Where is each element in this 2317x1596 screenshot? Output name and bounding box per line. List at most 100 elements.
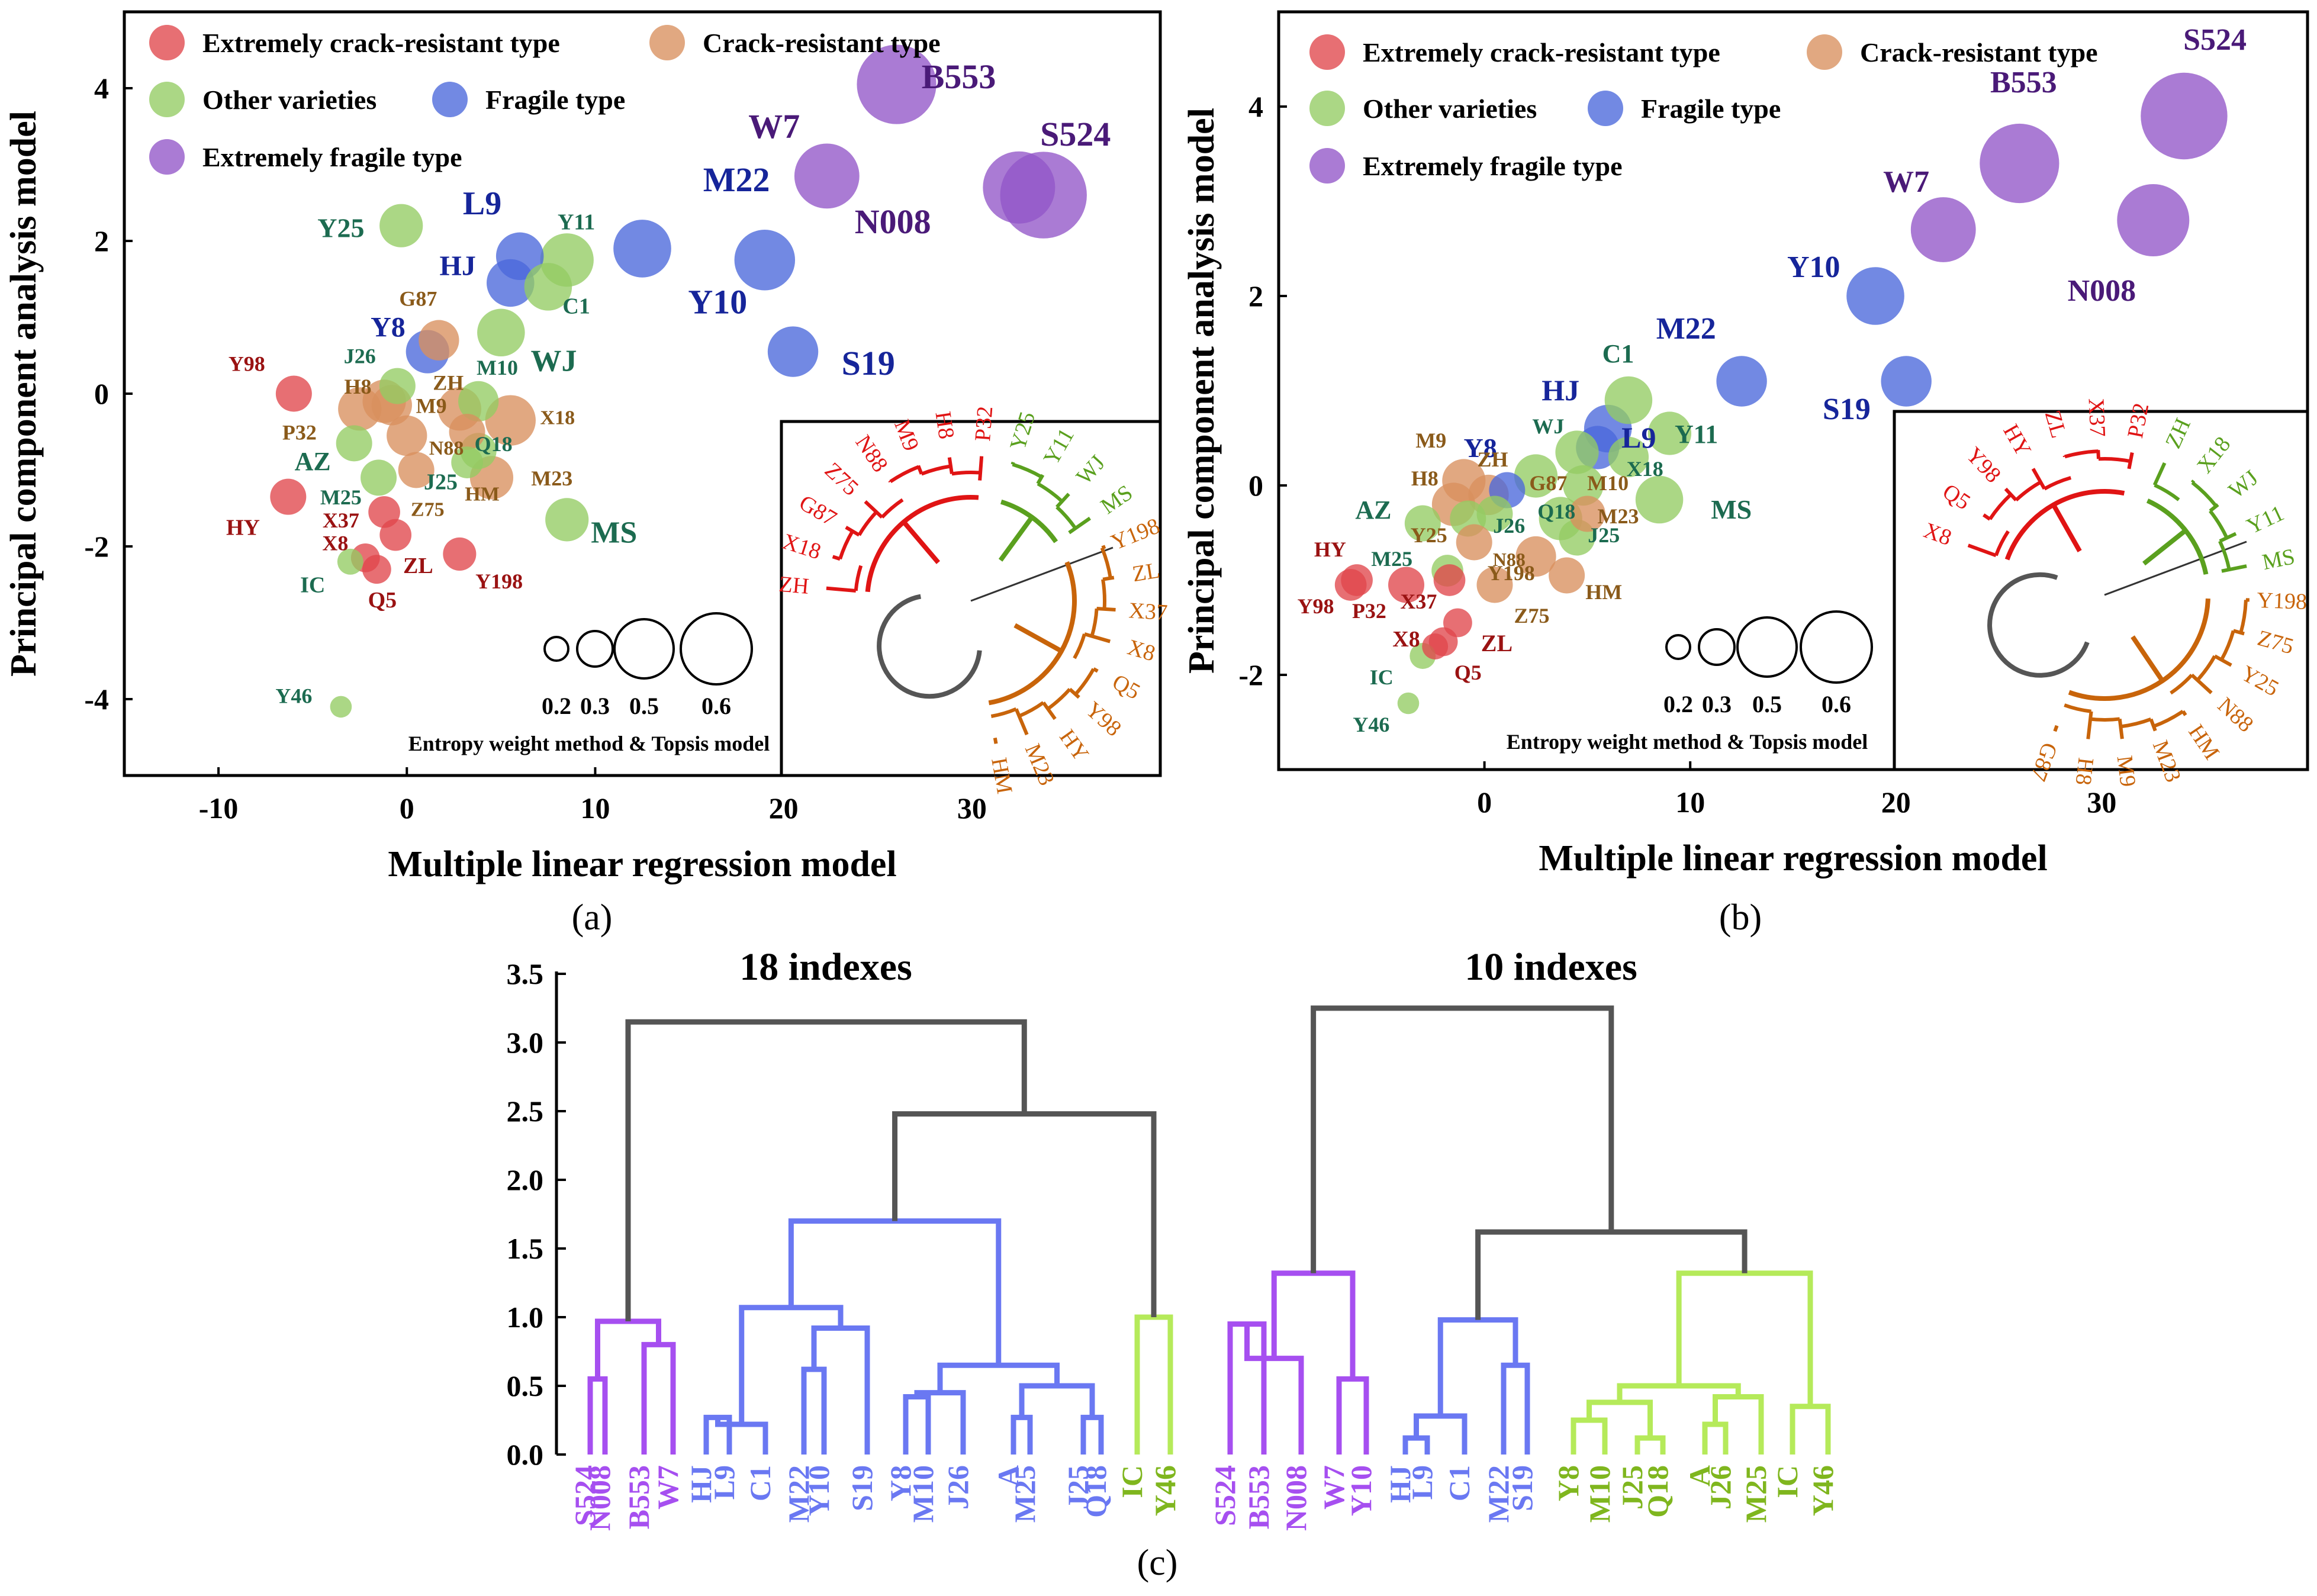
dendrogram-link (587, 1376, 608, 1455)
legend-marker-blue (432, 82, 468, 117)
legend-marker-blue (1588, 91, 1623, 126)
tree-branch (2149, 718, 2157, 732)
x-tick-label: 10 (1675, 786, 1705, 819)
point-label: Z75 (411, 498, 445, 520)
point-label: M25 (1371, 547, 1412, 571)
dendrogram-leaf-b553: B553 (1242, 1465, 1275, 1529)
point-label: M22 (703, 160, 770, 199)
bubble-j25 (451, 446, 483, 478)
point-label: M23 (1598, 504, 1639, 528)
point-label: Y198 (1488, 561, 1535, 585)
point-label: X8 (1392, 627, 1420, 652)
point-label: MS (1711, 494, 1752, 525)
tree-branch (826, 586, 857, 593)
dendrogram-leaf-l9: L9 (707, 1465, 741, 1500)
dendrogram-link (1571, 1417, 1608, 1455)
point-label: Q18 (1537, 500, 1575, 523)
y-tick-label: -2 (1238, 658, 1263, 691)
tree-cluster-stem (2131, 635, 2165, 683)
tree-branch (2209, 503, 2219, 513)
x-axis-title: Multiple linear regression model (1539, 838, 2047, 879)
point-label: X18 (1627, 457, 1663, 481)
point-label: W7 (748, 107, 800, 146)
tree-leaf-label: X37 (2084, 398, 2110, 437)
legend-marker-red (1309, 34, 1345, 70)
point-label: WJ (530, 344, 577, 378)
point-label: Y11 (1675, 420, 1718, 449)
dendrogram-leaf-m10: M10 (1583, 1465, 1616, 1523)
bubble-ms (1635, 475, 1684, 524)
dendrogram-link (892, 1111, 1157, 1317)
y-tick-label: 4 (1248, 90, 1263, 123)
point-label: WJ (1532, 414, 1564, 438)
bubble-y11 (1647, 411, 1692, 455)
point-label: M9 (1415, 429, 1446, 452)
point-label: Y10 (688, 283, 747, 321)
dendrogram-leaf-m10: M10 (906, 1465, 939, 1523)
tree-branch (2086, 711, 2093, 739)
dendrogram-link (788, 1218, 1002, 1366)
bubble-y46 (330, 696, 352, 718)
tree-branch (2053, 725, 2059, 732)
point-label: Y46 (1353, 713, 1389, 736)
bubble-y46 (1397, 692, 1420, 715)
tree-branch (845, 526, 860, 537)
bubble-b553 (1980, 123, 2059, 204)
dendrogram-leaf-c1: C1 (744, 1465, 777, 1501)
legend-label: Other varieties (202, 85, 376, 115)
point-label: Y25 (1411, 523, 1447, 547)
dendrogram-leaf-y46: Y46 (1806, 1465, 1839, 1516)
bubble-s524 (2141, 72, 2228, 160)
point-label: Y46 (275, 684, 312, 707)
bubble-g87 (419, 320, 459, 361)
panel-b-scatter: 0 10 20 30 -2 0 2 4 Multiple linear regression m… (1182, 10, 2309, 879)
tree-core-arc (877, 594, 982, 699)
dendrogram-leaf-l9: L9 (1405, 1465, 1439, 1500)
point-label: HY (226, 516, 260, 540)
tree-leaf-label: M9 (2112, 754, 2141, 789)
x-tick-label: 30 (2087, 786, 2116, 819)
bubble-p32 (1388, 567, 1425, 603)
dendrogram-leaf-n008: N008 (1279, 1465, 1312, 1531)
dendrogram-leaf-s524: S524 (568, 1465, 601, 1526)
tree-branch (1069, 687, 1080, 699)
legend-marker-purple (149, 139, 185, 175)
dendrogram-leaf-hj: HJ (1383, 1465, 1417, 1503)
y-tick-label: 0.5 (507, 1369, 544, 1402)
dendrogram-link (595, 1318, 661, 1379)
bubble-w7 (794, 143, 860, 209)
dendrogram-link (1311, 1005, 1614, 1273)
bubble-wj (477, 308, 525, 357)
bubble-m10 (458, 381, 499, 422)
y-tick-label: 2.5 (507, 1095, 544, 1128)
plot-frame (1277, 10, 2309, 771)
legend-label: Crack-resistant type (703, 28, 941, 58)
point-label: ZL (403, 554, 433, 578)
bubble-z75 (1476, 567, 1513, 603)
dendrogram-leaf-j25: J25 (1061, 1465, 1095, 1510)
point-label: N88 (429, 437, 464, 459)
tree-branch (1102, 575, 1115, 581)
x-tick-label: 20 (769, 791, 799, 825)
dendrogram-link (1634, 1435, 1666, 1455)
dendrogram-leaf-q18: Q18 (1641, 1465, 1674, 1518)
y-tick-label: 4 (94, 72, 109, 105)
x-tick-label: 10 (580, 791, 610, 825)
dendrogram-leaf-m25: M25 (1008, 1465, 1041, 1523)
tree-cluster-stem (2051, 503, 2082, 552)
size-legend-circle (1665, 634, 1691, 660)
legend-label: Extremely crack-resistant type (1363, 37, 1720, 67)
bubble-wj (1555, 430, 1599, 474)
bubble-az (1404, 505, 1441, 542)
dendrogram-link (1011, 1414, 1033, 1455)
point-label: Y198 (475, 569, 523, 593)
dendrogram-link (1271, 1270, 1356, 1379)
panel-a-scatter: -10 0 10 20 30 -4 -2 0 2 4 Multiple linear regress… (4, 10, 1168, 884)
y-axis-title: Principal component analysis model (1182, 108, 1222, 674)
tree-branch (1036, 474, 1045, 485)
bubble-y98 (275, 375, 312, 412)
x-tick-label: 30 (957, 791, 987, 825)
size-legend-label: 0.5 (1752, 691, 1782, 717)
bubble-n008 (2117, 184, 2190, 256)
size-legend-label: 0.2 (542, 693, 571, 719)
